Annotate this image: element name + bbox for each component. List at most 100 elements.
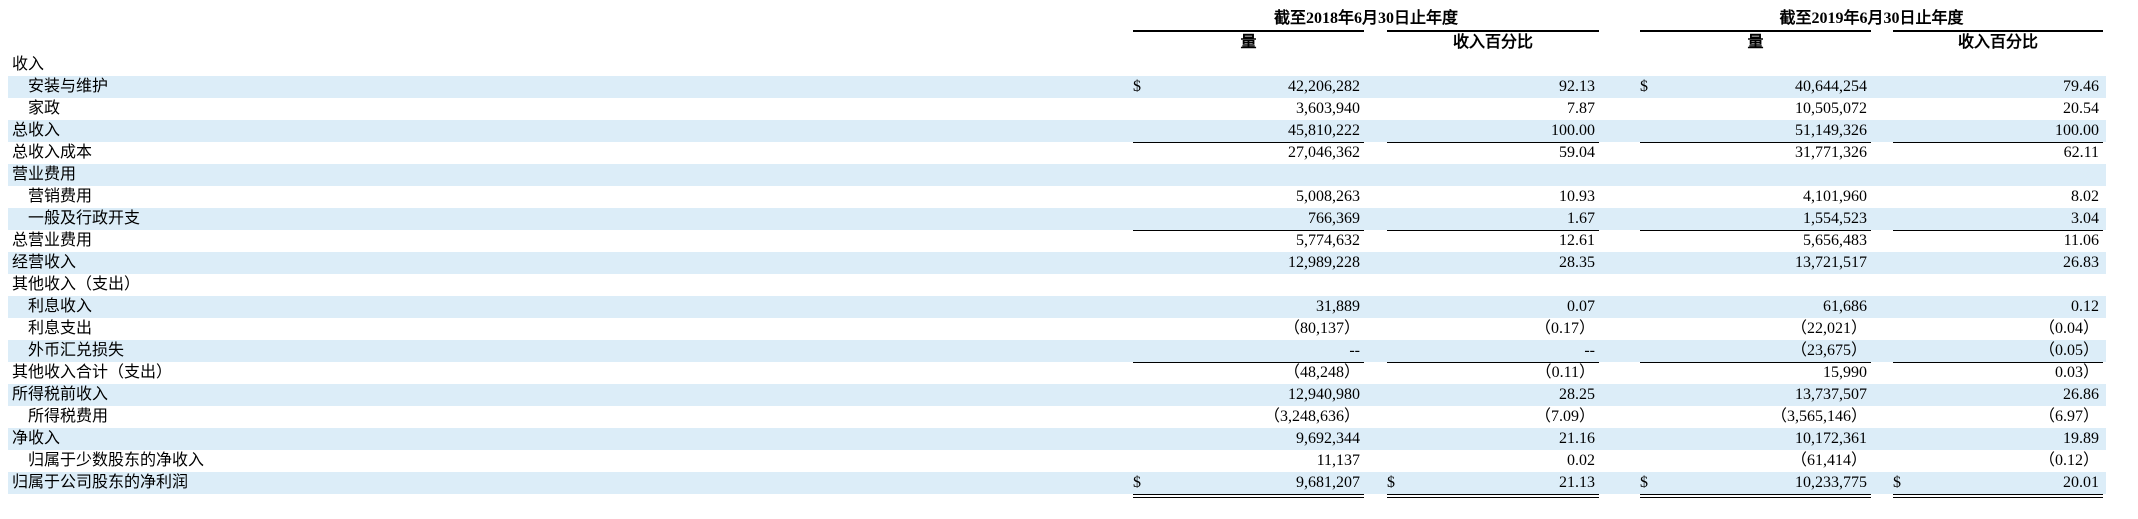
cell-value: 45,810,222: [1288, 122, 1360, 139]
cell-value: 15,990: [1823, 364, 1867, 381]
row-label: 安装与维护: [28, 78, 109, 95]
cell-value: 11,137: [1316, 452, 1360, 469]
cell-value: 9,681,207: [1296, 474, 1360, 491]
period-title: 截至2019年6月30日止年度: [1779, 10, 1964, 27]
cell-value: 7.87: [1567, 100, 1595, 117]
rule-line: [1133, 230, 1364, 231]
rule-line: [1640, 362, 1871, 363]
cell-value: 3,603,940: [1296, 100, 1360, 117]
cell-value: 26.86: [2063, 386, 2099, 403]
row-label: 一般及行政开支: [28, 210, 141, 227]
cell-value: 42,206,282: [1288, 78, 1360, 95]
cell-value: 61,686: [1823, 298, 1867, 315]
cell-value: 1.67: [1567, 210, 1595, 227]
cell-value: （80,137）: [1283, 320, 1360, 337]
cell-value: 21.16: [1559, 430, 1595, 447]
column-header: 收入百分比: [1893, 30, 2103, 54]
currency-symbol: $: [1387, 474, 1395, 491]
row-shade: [8, 120, 2106, 142]
cell-value: 100.00: [2055, 122, 2099, 139]
currency-symbol: $: [1640, 78, 1648, 95]
currency-symbol: $: [1133, 474, 1141, 491]
cell-value: 0.02: [1567, 452, 1595, 469]
cell-value: 59.04: [1559, 144, 1595, 161]
cell-value: 13,721,517: [1795, 254, 1867, 271]
column-header: 收入百分比: [1387, 30, 1599, 54]
row-label: 家政: [28, 100, 61, 117]
cell-value: 10,505,072: [1795, 100, 1867, 117]
currency-symbol: $: [1640, 474, 1648, 491]
cell-value: 20.54: [2063, 100, 2099, 117]
cell-value: （0.17）: [1534, 320, 1595, 337]
row-shade: [8, 208, 2106, 230]
rule-line: [1893, 142, 2103, 143]
cell-value: 31,771,326: [1795, 144, 1867, 161]
cell-value: --: [1349, 342, 1360, 359]
double-rule: [1387, 497, 1599, 498]
row-shade: [8, 164, 2106, 186]
row-label: 外币汇兑损失: [28, 342, 125, 359]
cell-value: --: [1584, 342, 1595, 359]
cell-value: （0.11）: [1535, 364, 1595, 381]
row-label: 利息收入: [28, 298, 93, 315]
cell-value: （3,248,636）: [1263, 408, 1360, 425]
cell-value: 10,233,775: [1795, 474, 1867, 491]
cell-value: （7.09）: [1534, 408, 1595, 425]
double-rule: [1133, 497, 1364, 498]
cell-value: 19.89: [2063, 430, 2099, 447]
row-label: 归属于公司股东的净利润: [12, 474, 189, 491]
cell-value: 79.46: [2063, 78, 2099, 95]
row-shade: [8, 76, 2106, 98]
double-rule: [1640, 494, 1871, 495]
row-label: 总收入: [12, 122, 61, 139]
row-label: 归属于少数股东的净收入: [28, 452, 205, 469]
rule-line: [1640, 142, 1871, 143]
cell-value: 10.93: [1559, 188, 1595, 205]
row-label: 总收入成本: [12, 144, 93, 161]
row-shade: [8, 252, 2106, 274]
cell-value: 8.02: [2071, 188, 2099, 205]
cell-value: 9,692,344: [1296, 430, 1360, 447]
cell-value: 100.00: [1551, 122, 1595, 139]
cell-value: 28.25: [1559, 386, 1595, 403]
period-title: 截至2018年6月30日止年度: [1273, 10, 1458, 27]
cell-value: 28.35: [1559, 254, 1595, 271]
cell-value: 5,656,483: [1803, 232, 1867, 249]
currency-symbol: $: [1133, 78, 1141, 95]
cell-value: 11.06: [2063, 232, 2099, 249]
rule-line: [1893, 362, 2103, 363]
row-label: 总营业费用: [12, 232, 93, 249]
cell-value: 62.11: [2063, 144, 2099, 161]
rule-line: [1133, 362, 1364, 363]
cell-value: （0.05）: [2038, 342, 2099, 359]
cell-value: （0.12）: [2038, 452, 2099, 469]
cell-value: 40,644,254: [1795, 78, 1867, 95]
column-header: 量: [1640, 30, 1871, 54]
row-shade: [8, 296, 2106, 318]
cell-value: 26.83: [2063, 254, 2099, 271]
double-rule: [1387, 494, 1599, 495]
rule-line: [1387, 362, 1599, 363]
cell-value: 12,940,980: [1288, 386, 1360, 403]
cell-value: （22,021）: [1790, 320, 1867, 337]
row-shade: [8, 340, 2106, 362]
cell-value: 0.07: [1567, 298, 1595, 315]
cell-value: 13,737,507: [1795, 386, 1867, 403]
cell-value: 12.61: [1559, 232, 1595, 249]
row-shade: [8, 384, 2106, 406]
cell-value: 0.03）: [2054, 364, 2099, 381]
double-rule: [1133, 494, 1364, 495]
cell-value: 5,774,632: [1296, 232, 1360, 249]
cell-value: （48,248）: [1283, 364, 1360, 381]
row-label: 收入: [12, 56, 45, 73]
row-label: 所得税费用: [28, 408, 109, 425]
rule-line: [1387, 142, 1599, 143]
cell-value: 27,046,362: [1288, 144, 1360, 161]
cell-value: 12,989,228: [1288, 254, 1360, 271]
cell-value: （0.04）: [2038, 320, 2099, 337]
cell-value: 51,149,326: [1795, 122, 1867, 139]
double-rule: [1893, 497, 2103, 498]
row-label: 其他收入（支出）: [12, 276, 141, 293]
rule-line: [1387, 230, 1599, 231]
